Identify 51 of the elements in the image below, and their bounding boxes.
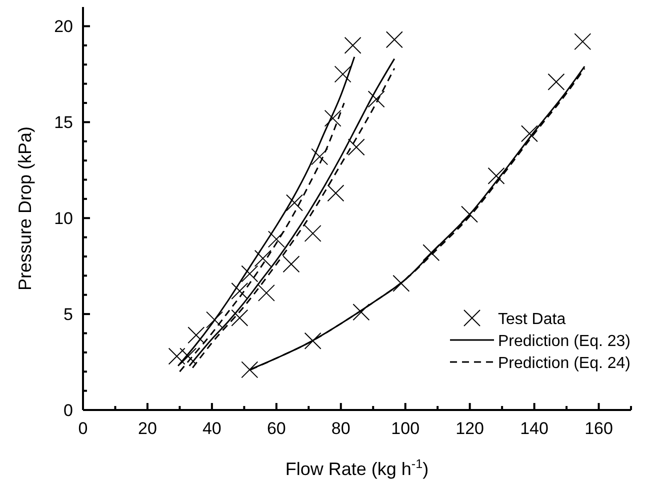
x-tick-label: 100	[391, 419, 420, 438]
point	[168, 348, 186, 365]
point	[241, 361, 258, 378]
y-axis-title: Pressure Drop (kPa)	[15, 126, 35, 291]
point	[334, 66, 352, 83]
point	[327, 184, 344, 202]
point	[352, 304, 370, 321]
point	[461, 206, 478, 223]
x-tick-label: 140	[520, 419, 548, 438]
point	[206, 311, 224, 328]
x-tick-label: 60	[266, 419, 286, 438]
point	[231, 282, 248, 300]
point	[574, 33, 592, 50]
point	[392, 274, 410, 292]
line-series	[178, 102, 345, 372]
point	[311, 148, 328, 166]
point	[348, 138, 365, 156]
point	[268, 230, 285, 248]
point	[286, 194, 303, 212]
y-tick-label: 5	[64, 305, 73, 324]
point	[258, 284, 275, 302]
point	[520, 125, 538, 142]
legend-label: Prediction (Eq. 23)	[498, 333, 631, 350]
x-tick-label: 20	[138, 419, 157, 438]
point	[422, 244, 440, 262]
point	[282, 256, 300, 273]
point	[304, 224, 322, 242]
point	[254, 250, 272, 267]
y-tick-label: 10	[54, 209, 73, 228]
x-tick-label: 0	[78, 419, 88, 438]
x-tick-label: 80	[331, 419, 350, 438]
point	[488, 167, 505, 184]
point	[304, 332, 322, 350]
point	[231, 309, 248, 326]
x-tick-label: 160	[584, 419, 613, 438]
point	[324, 110, 342, 127]
point	[188, 326, 205, 344]
legend-label: Prediction (Eq. 24)	[498, 355, 631, 372]
point	[386, 31, 403, 48]
y-tick-label: 20	[54, 17, 73, 36]
point	[180, 348, 197, 365]
point	[241, 265, 258, 282]
y-tick-label: 15	[54, 113, 73, 132]
y-tick-label: 0	[64, 401, 73, 420]
x-axis-title: Flow Rate (kg h$^{-1}$)	[285, 457, 429, 479]
x-tick-label: 40	[202, 419, 222, 438]
legend-label: Test Data	[498, 311, 566, 328]
point	[548, 73, 565, 90]
point	[344, 36, 362, 54]
x-tick-label: 120	[456, 419, 484, 438]
point	[368, 90, 385, 108]
